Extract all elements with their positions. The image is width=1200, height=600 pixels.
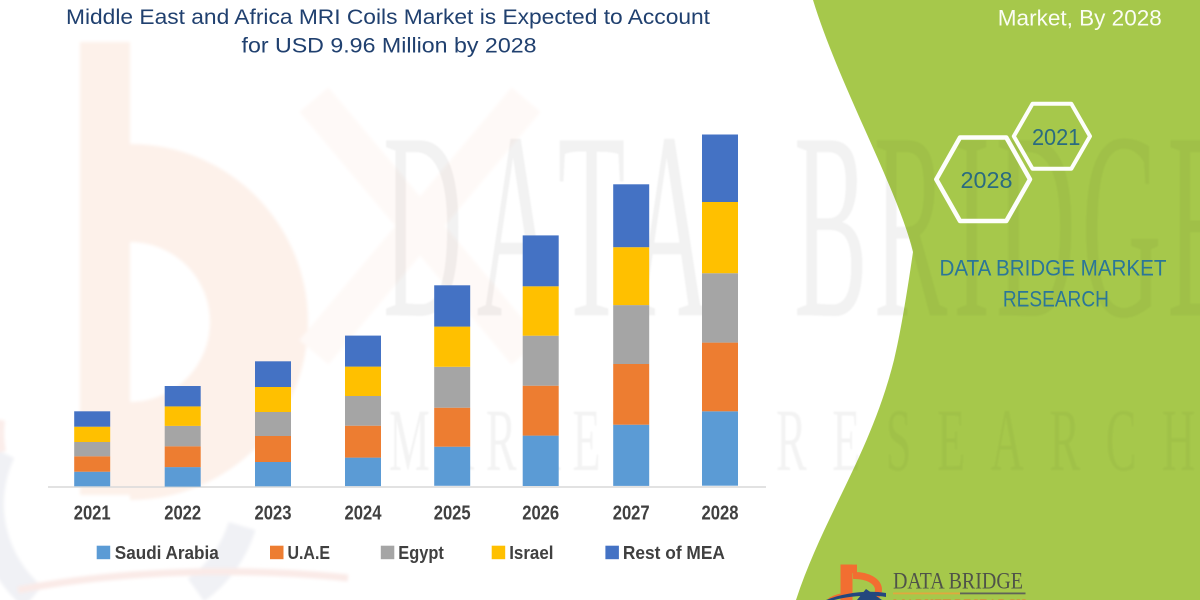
svg-text:Egypt: Egypt bbox=[398, 542, 444, 563]
svg-text:2028: 2028 bbox=[961, 167, 1013, 193]
svg-text:U.A.E: U.A.E bbox=[288, 542, 331, 563]
svg-text:Market, By 2028: Market, By 2028 bbox=[998, 6, 1162, 31]
svg-text:Israel: Israel bbox=[509, 542, 553, 563]
svg-text:2024: 2024 bbox=[345, 501, 382, 524]
svg-text:2021: 2021 bbox=[1032, 124, 1081, 150]
svg-text:2022: 2022 bbox=[164, 501, 201, 524]
svg-text:2023: 2023 bbox=[255, 501, 292, 524]
svg-text:2021: 2021 bbox=[74, 501, 111, 524]
svg-text:2027: 2027 bbox=[613, 501, 650, 524]
svg-text:2025: 2025 bbox=[434, 501, 471, 524]
svg-text:Rest of MEA: Rest of MEA bbox=[623, 542, 725, 563]
svg-text:MARKET RESEARCH: MARKET RESEARCH bbox=[893, 596, 1026, 600]
svg-text:for USD 9.96 Million by 2028: for USD 9.96 Million by 2028 bbox=[242, 34, 537, 57]
svg-text:DATA BRIDGE MARKET: DATA BRIDGE MARKET bbox=[940, 256, 1167, 281]
svg-text:2028: 2028 bbox=[702, 501, 739, 524]
svg-text:Saudi Arabia: Saudi Arabia bbox=[115, 542, 220, 563]
svg-text:DATA BRIDGE: DATA BRIDGE bbox=[893, 569, 1023, 594]
svg-text:RESEARCH: RESEARCH bbox=[1003, 287, 1109, 312]
svg-text:2026: 2026 bbox=[522, 501, 559, 524]
svg-text:Middle East and Africa MRI Coi: Middle East and Africa MRI Coils Market … bbox=[66, 6, 710, 29]
